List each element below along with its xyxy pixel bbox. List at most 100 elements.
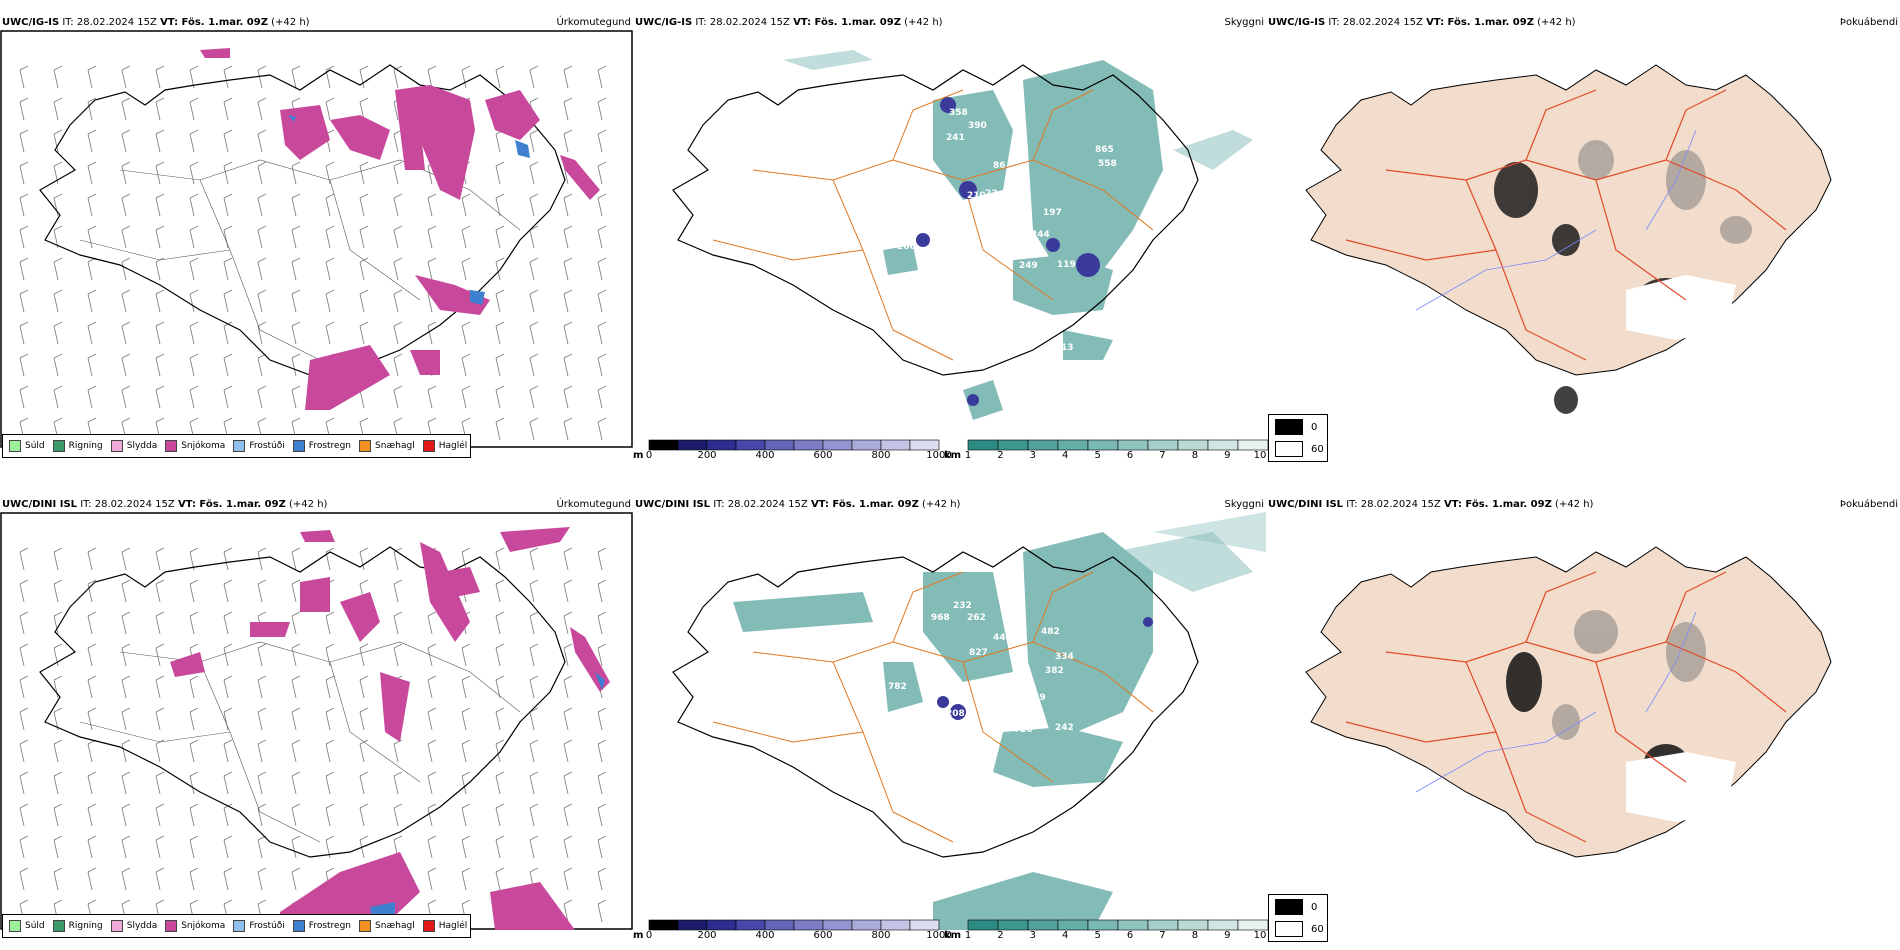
wind-barb-icon: [359, 289, 369, 313]
wind-barb-icon: [563, 225, 573, 249]
wind-barb-icon: [19, 547, 29, 571]
wind-barb-icon: [393, 193, 403, 217]
wind-barb-icon: [87, 579, 97, 603]
wind-barb-icon: [461, 385, 471, 409]
row1-precip-title: UWC/IG-IS IT: 28.02.2024 15Z VT: Fös. 1.…: [2, 14, 631, 32]
wind-barb-icon: [19, 257, 29, 281]
wind-barb-icon: [393, 289, 403, 313]
wind-barb-icon: [563, 739, 573, 763]
wind-barb-icon: [53, 835, 63, 859]
wind-barb-icon: [597, 193, 607, 217]
wind-barb-icon: [393, 771, 403, 795]
wind-barb-icon: [563, 547, 573, 571]
cloudbase-label: 86: [993, 161, 1006, 171]
wind-barb-icon: [461, 65, 471, 89]
wind-barb-icon: [325, 771, 335, 795]
wind-barb-icon: [563, 289, 573, 313]
wind-barb-icon: [189, 867, 199, 891]
colorbar-swatch: [764, 919, 795, 931]
wind-barb-icon: [359, 707, 369, 731]
wind-barb-icon: [155, 707, 165, 731]
legend-swatch: [165, 920, 178, 932]
wind-barb-icon: [53, 257, 63, 281]
wind-barb-icon: [325, 675, 335, 699]
wind-barb-icon: [529, 835, 539, 859]
wind-barb-icon: [223, 289, 233, 313]
colorbar-swatch: [1177, 919, 1209, 931]
legend-item-rain: Rigning: [52, 920, 103, 932]
wind-barb-icon: [563, 899, 573, 923]
wind-barb-icon: [461, 193, 471, 217]
wind-barb-icon: [53, 65, 63, 89]
wind-barb-icon: [19, 611, 29, 635]
wind-barb-icon: [189, 225, 199, 249]
wind-barb-icon: [461, 321, 471, 345]
wind-barb-icon: [325, 225, 335, 249]
legend-item-hail: Haglél: [422, 440, 467, 452]
wind-barb-icon: [189, 97, 199, 121]
wind-barb-icon: [53, 385, 63, 409]
wind-barb-icon: [155, 835, 165, 859]
wind-barb-icon: [495, 321, 505, 345]
cloudbase-label: 782: [888, 682, 907, 692]
wind-barb-icon: [257, 771, 267, 795]
wind-barb-icon: [393, 579, 403, 603]
legend-swatch: [233, 440, 246, 452]
wind-barb-icon: [223, 579, 233, 603]
wind-barb-icon: [53, 353, 63, 377]
wind-barb-icon: [325, 161, 335, 185]
wind-barb-icon: [87, 707, 97, 731]
colorbar-swatch: [1027, 919, 1059, 931]
wind-barb-icon: [495, 353, 505, 377]
wind-barb-icon: [19, 739, 29, 763]
wind-barb-icon: [597, 803, 607, 827]
cloudbase-label: 232: [953, 601, 972, 611]
visibility-map: 358 390 241 86 210 23 197 865 558 244 26…: [672, 50, 1253, 420]
fog-field-name: Þokuábendi: [1839, 17, 1898, 28]
wind-barb-icon: [291, 225, 301, 249]
cloudbase-label: 148: [945, 246, 964, 256]
wind-barb-icon: [53, 129, 63, 153]
colorbar-swatch: [648, 919, 679, 931]
wind-barb-icon: [291, 579, 301, 603]
wind-barb-icon: [53, 643, 63, 667]
colorbar-swatch: [822, 439, 853, 451]
wind-barb-icon: [495, 835, 505, 859]
wind-barb-icon: [19, 707, 29, 731]
cloudbase-label: 108: [929, 393, 948, 403]
cloudbase-label: 249: [1019, 261, 1038, 271]
wind-barb-icon: [461, 257, 471, 281]
wind-barb-icon: [155, 321, 165, 345]
wind-barb-icon: [155, 803, 165, 827]
wind-barb-icon: [529, 803, 539, 827]
wind-barb-icon: [257, 65, 267, 89]
wind-barb-icon: [19, 675, 29, 699]
wind-barb-icon: [121, 65, 131, 89]
wind-barb-icon: [563, 97, 573, 121]
visibility-ticks: 1 2 3 4 5 6 7 8 9 10: [964, 930, 1267, 941]
wind-barb-icon: [427, 611, 437, 635]
fog-legend-row2: 0 60: [1268, 894, 1328, 942]
wind-barb-icon: [427, 225, 437, 249]
wind-barb-icon: [529, 643, 539, 667]
wind-barb-icon: [563, 257, 573, 281]
colorbar-swatch: [1087, 439, 1119, 451]
wind-barb-icon: [189, 707, 199, 731]
wind-barb-icon: [87, 193, 97, 217]
wind-barb-icon: [529, 739, 539, 763]
colorbar-swatch: [822, 919, 853, 931]
cloudbase-label: 720: [1014, 725, 1033, 735]
wind-barb-icon: [393, 321, 403, 345]
wind-barb-icon: [87, 353, 97, 377]
wind-barb-icon: [597, 97, 607, 121]
wind-barb-icon: [495, 579, 505, 603]
wind-barb-icon: [223, 65, 233, 89]
wind-barb-icon: [563, 321, 573, 345]
wind-barb-icon: [427, 707, 437, 731]
wind-barb-icon: [495, 611, 505, 635]
wind-barb-icon: [291, 193, 301, 217]
wind-barb-icon: [223, 161, 233, 185]
wind-barb-icon: [393, 257, 403, 281]
wind-barb-icon: [121, 321, 131, 345]
colorbar-swatch: [793, 919, 824, 931]
